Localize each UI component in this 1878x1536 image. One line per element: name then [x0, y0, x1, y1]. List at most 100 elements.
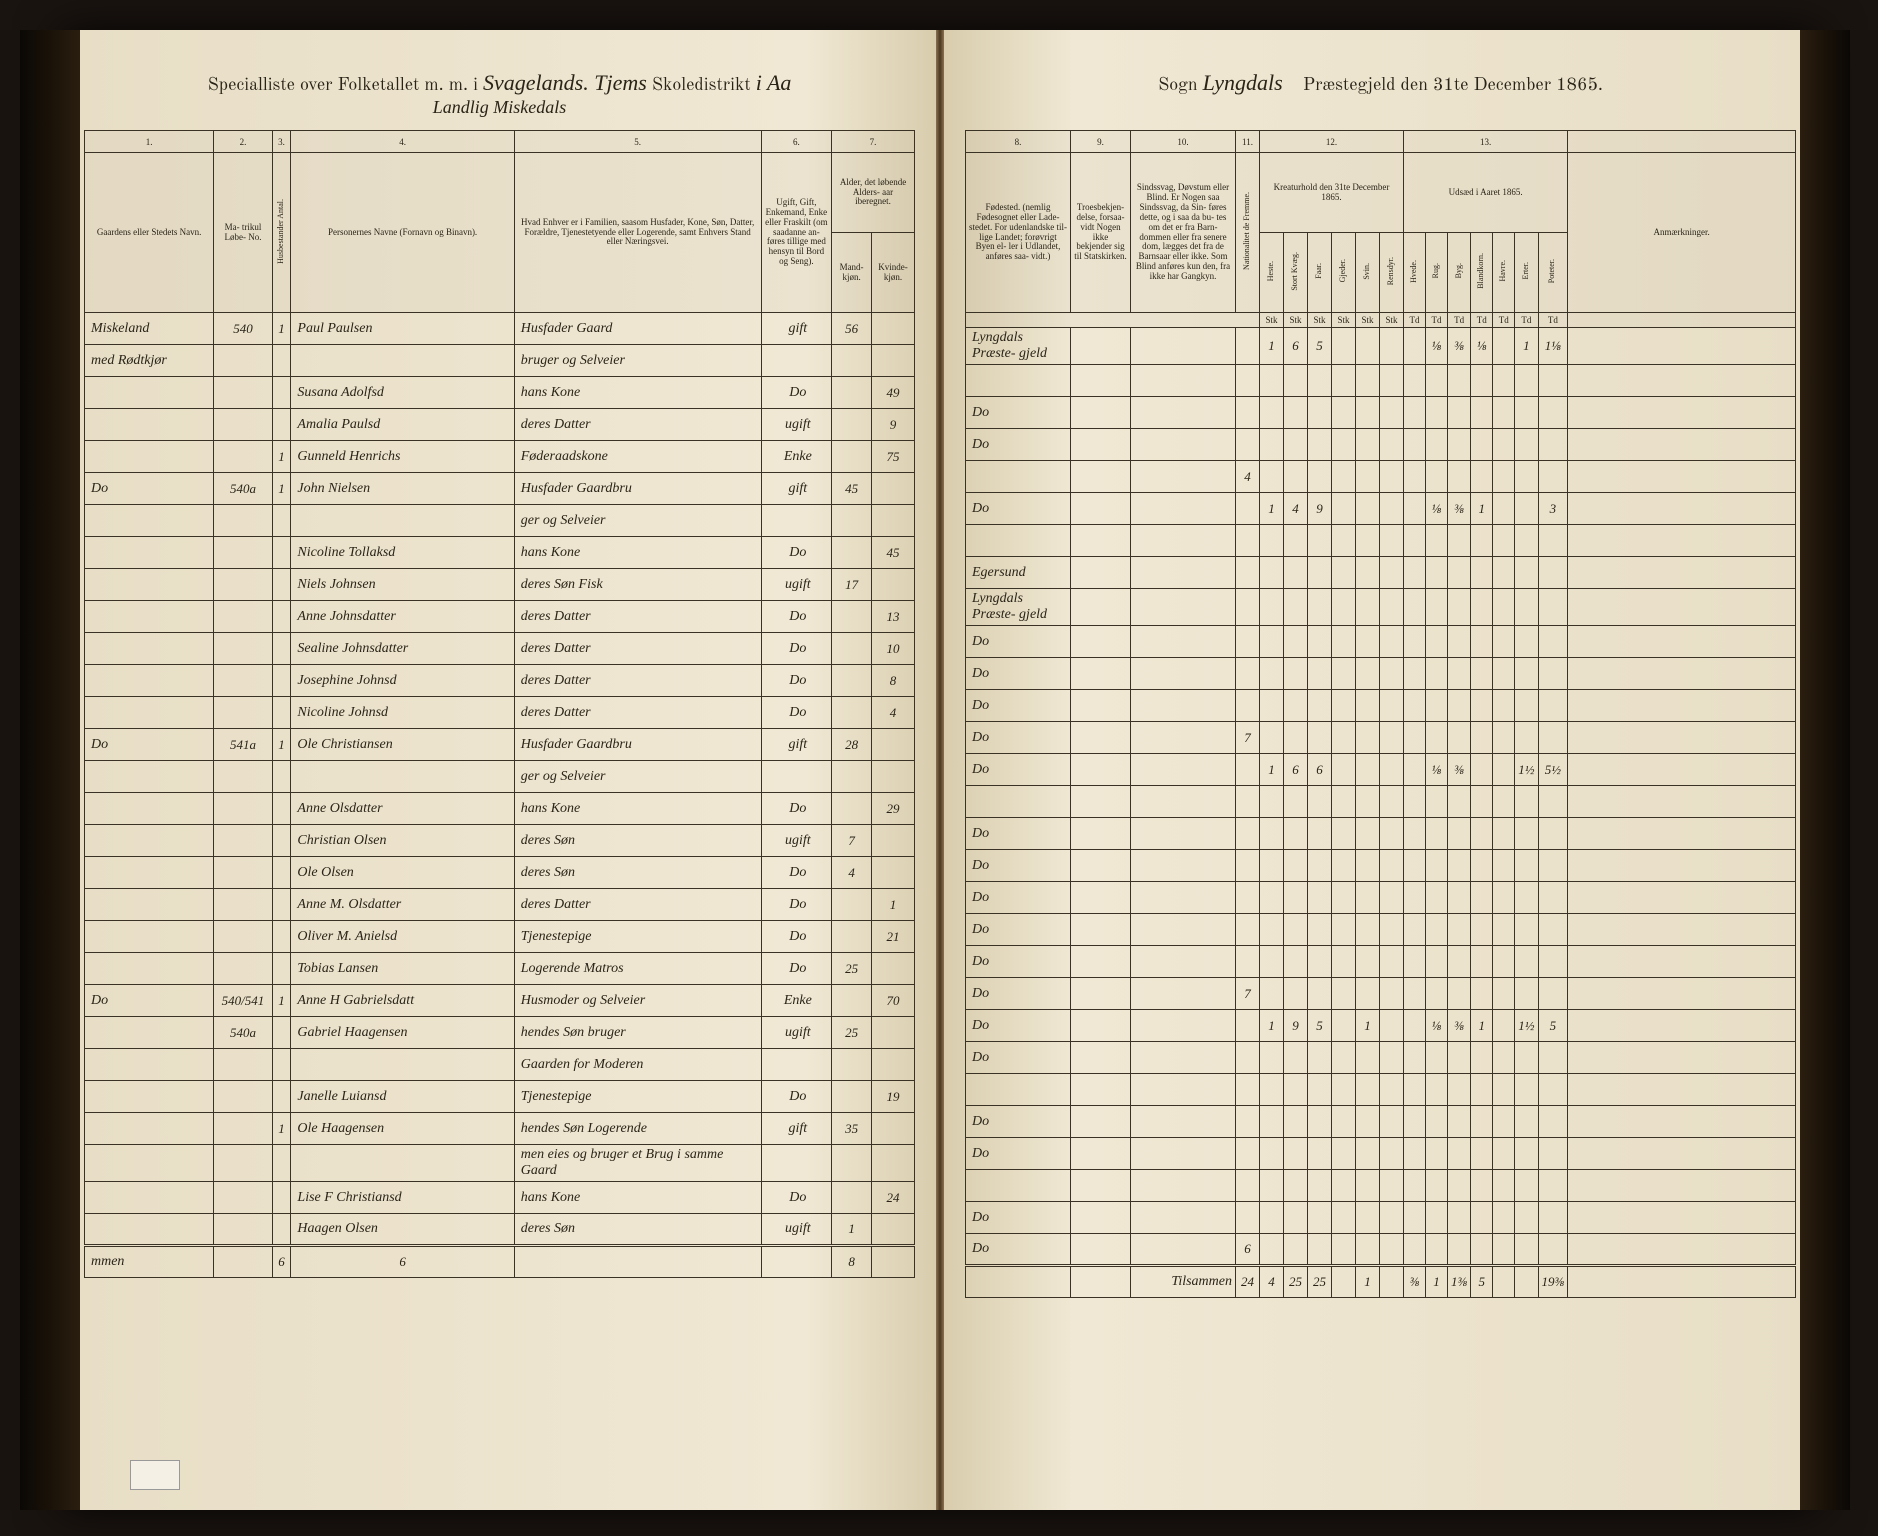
cell-kv: [872, 857, 915, 889]
cell-mk: [832, 1145, 872, 1182]
col14-label: Anmærkninger.: [1568, 153, 1796, 313]
cell-sk: [1284, 1138, 1308, 1170]
cell-tro: [1071, 397, 1131, 429]
cell-fod: Do: [966, 754, 1071, 786]
cell-bl: [1471, 1234, 1493, 1266]
cell-mat: 540a: [214, 1017, 272, 1049]
cell-sind: [1131, 1042, 1236, 1074]
cell-g: [1332, 786, 1356, 818]
cell-sind: [1131, 786, 1236, 818]
cell-hus: 1: [272, 313, 291, 345]
cell-tro: [1071, 626, 1131, 658]
col3-num: 3.: [272, 131, 291, 153]
cell-fam: deres Søn: [514, 825, 761, 857]
cell-tro: [1071, 1234, 1131, 1266]
cell-status: Do: [761, 857, 832, 889]
cell-er: [1515, 589, 1538, 626]
table-row: Do541a1Ole ChristiansenHusfader Gaardbru…: [85, 729, 915, 761]
cell-bl: [1471, 1138, 1493, 1170]
cell-sind: [1131, 1138, 1236, 1170]
cell-h: [1260, 722, 1284, 754]
cell-tro: [1071, 328, 1131, 365]
cell-anm: [1568, 557, 1796, 589]
cell-mk: 25: [832, 1017, 872, 1049]
cell-fam: Tjenestepige: [514, 921, 761, 953]
cell-anm: [1568, 786, 1796, 818]
table-row: 1Ole Haagensenhendes Søn Logerendegift35: [85, 1113, 915, 1145]
cell-by: [1448, 882, 1471, 914]
cell-mk: [832, 409, 872, 441]
cell-f: [1308, 690, 1332, 722]
cell-po: [1538, 658, 1568, 690]
cell-mat: [214, 697, 272, 729]
col1-num: 1.: [85, 131, 214, 153]
table-row: Anne M. Olsdatterderes DatterDo1: [85, 889, 915, 921]
cell-ha: [1493, 658, 1515, 690]
cell-g: [1332, 328, 1356, 365]
cell-po: [1538, 1106, 1568, 1138]
cell-navn: Janelle Luiansd: [291, 1081, 514, 1113]
cell-navn: Anne Olsdatter: [291, 793, 514, 825]
cell-mk: [832, 985, 872, 1017]
table-row: Do6: [966, 1234, 1796, 1266]
cell-bl: [1471, 1106, 1493, 1138]
cell-mat: [214, 505, 272, 537]
cell-po: [1538, 978, 1568, 1010]
cell-by: [1448, 978, 1471, 1010]
cell-anm: [1568, 493, 1796, 525]
cell-fam: hans Kone: [514, 793, 761, 825]
cell-tro: [1071, 1074, 1131, 1106]
cell-by: [1448, 525, 1471, 557]
col3-label: Husbestander Antal.: [272, 153, 291, 313]
cell-gaard: Do: [85, 729, 214, 761]
cell-sv: [1356, 850, 1380, 882]
cell-bl: [1471, 914, 1493, 946]
cell-hus: [272, 1145, 291, 1182]
cell-mat: 540: [214, 313, 272, 345]
cell-hv: [1404, 1074, 1426, 1106]
cell-c11: [1236, 1202, 1260, 1234]
cell-gaard: [85, 409, 214, 441]
cell-gaard: [85, 857, 214, 889]
cell-g: [1332, 461, 1356, 493]
cell-sv: [1356, 1234, 1380, 1266]
cell-po: [1538, 461, 1568, 493]
col6-num: 6.: [761, 131, 832, 153]
cell-by: [1448, 946, 1471, 978]
cell-mk: [832, 345, 872, 377]
cell-po: [1538, 1202, 1568, 1234]
cell-h: [1260, 1202, 1284, 1234]
cell-f: 6: [1308, 754, 1332, 786]
cell-navn: Christian Olsen: [291, 825, 514, 857]
cell-er: [1515, 1170, 1538, 1202]
table-row: Gaarden for Moderen: [85, 1049, 915, 1081]
cell-tro: [1071, 429, 1131, 461]
cell-hus: 1: [272, 985, 291, 1017]
cell-mk: 56: [832, 313, 872, 345]
cell-h: [1260, 1138, 1284, 1170]
cell-mat: [214, 601, 272, 633]
cell-sind: [1131, 557, 1236, 589]
cell-sk: [1284, 690, 1308, 722]
cell-rn: [1380, 1106, 1404, 1138]
cell-c11: 7: [1236, 978, 1260, 1010]
table-row: [966, 786, 1796, 818]
table-row: Christian Olsenderes Sønugift7: [85, 825, 915, 857]
c12-4: Svin.: [1356, 233, 1380, 313]
cell-er: [1515, 461, 1538, 493]
cell-f: [1308, 1138, 1332, 1170]
cell-h: [1260, 461, 1284, 493]
cell-bl: [1471, 1042, 1493, 1074]
cell-c11: [1236, 754, 1260, 786]
cell-c11: 4: [1236, 461, 1260, 493]
cell-rn: [1380, 429, 1404, 461]
cell-c11: [1236, 557, 1260, 589]
cell-sk: [1284, 365, 1308, 397]
cell-fod: Do: [966, 882, 1071, 914]
col7a-label: Mand- kjøn.: [832, 233, 872, 313]
ft-po: 19⅜: [1538, 1266, 1568, 1298]
cell-mk: 25: [832, 953, 872, 985]
cell-bl: [1471, 525, 1493, 557]
cell-h: [1260, 525, 1284, 557]
table-row: [966, 365, 1796, 397]
